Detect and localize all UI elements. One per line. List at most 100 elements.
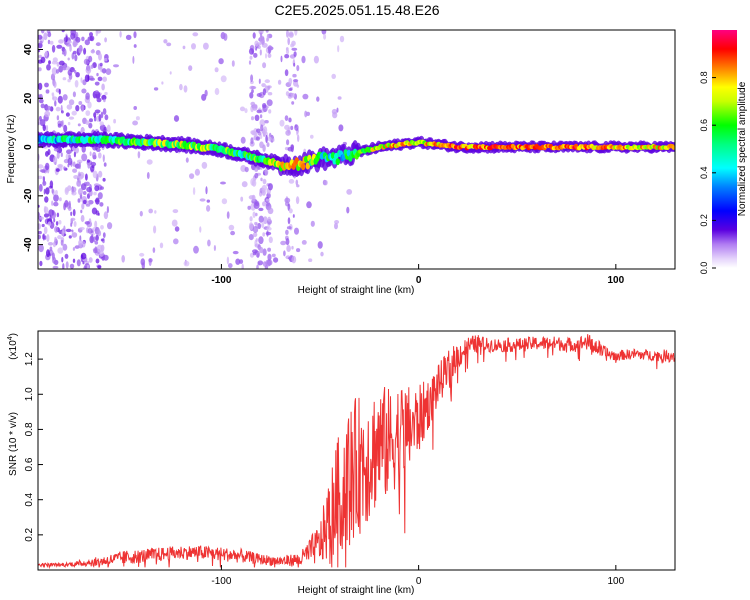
speckle xyxy=(261,222,265,228)
speckle xyxy=(103,211,109,220)
speckle xyxy=(265,198,270,202)
spectrogram-frame xyxy=(37,29,676,270)
speckle xyxy=(135,116,140,121)
speckle xyxy=(139,252,145,257)
speckle xyxy=(251,179,257,187)
speckle xyxy=(253,52,258,58)
y-tick-label: 0 xyxy=(23,144,34,150)
speckle xyxy=(43,213,50,218)
speckle xyxy=(254,114,260,122)
speckle xyxy=(249,216,253,222)
speckle xyxy=(302,93,309,100)
speckle xyxy=(66,149,72,154)
speckle xyxy=(287,217,291,225)
snr-series xyxy=(38,334,675,570)
speckle xyxy=(259,32,263,38)
speckle xyxy=(90,165,95,172)
speckle xyxy=(288,88,293,91)
speckle xyxy=(71,110,77,116)
colorbar-tick-label: 0.6 xyxy=(699,119,709,132)
speckle xyxy=(56,146,63,154)
speckle xyxy=(137,151,141,159)
speckle xyxy=(80,209,83,214)
speckle xyxy=(296,131,299,136)
speckle xyxy=(214,87,220,96)
speckle xyxy=(221,198,228,205)
speckle xyxy=(192,32,199,37)
speckle xyxy=(87,228,93,234)
speckle xyxy=(98,170,103,178)
speckle xyxy=(173,238,179,245)
speckle xyxy=(258,207,264,212)
speckle xyxy=(287,37,291,46)
speckle xyxy=(291,245,294,250)
speckle xyxy=(284,69,289,77)
speckle xyxy=(260,124,264,132)
speckle xyxy=(296,184,300,188)
speckle xyxy=(103,126,107,131)
speckle xyxy=(199,226,202,233)
speckle xyxy=(65,261,69,269)
speckle xyxy=(266,142,270,148)
speckle xyxy=(346,206,350,214)
speckle xyxy=(58,88,61,95)
speckle xyxy=(64,187,69,195)
speckle xyxy=(72,91,76,98)
speckle xyxy=(286,245,291,252)
speckle xyxy=(153,87,159,91)
speckle xyxy=(223,33,228,41)
speckle xyxy=(38,54,42,59)
speckle xyxy=(185,157,189,163)
speckle xyxy=(54,189,58,196)
x-tick-label: 0 xyxy=(416,275,422,286)
speckle xyxy=(38,184,43,192)
speckle xyxy=(263,126,268,134)
speckle xyxy=(84,221,91,225)
speckle xyxy=(214,67,219,73)
speckle xyxy=(292,214,295,218)
speckle xyxy=(256,42,263,46)
speckle xyxy=(255,128,261,133)
speckle xyxy=(248,48,255,55)
speckle xyxy=(81,203,85,210)
speckle xyxy=(213,245,216,251)
speckle xyxy=(55,69,60,74)
speckle xyxy=(102,232,106,239)
speckle xyxy=(267,253,272,261)
speckle xyxy=(313,55,319,64)
speckle xyxy=(290,92,296,98)
speckle xyxy=(251,116,254,121)
speckle xyxy=(206,199,210,203)
speckle xyxy=(293,79,299,83)
speckle xyxy=(40,103,45,109)
speckle xyxy=(284,115,289,121)
speckle xyxy=(42,233,46,241)
speckle xyxy=(220,181,226,185)
speckle xyxy=(66,40,73,44)
speckle xyxy=(255,238,258,242)
speckle xyxy=(38,175,43,180)
speckle xyxy=(285,238,290,246)
speckle xyxy=(271,253,276,258)
speckle xyxy=(43,188,46,195)
speckle xyxy=(80,214,85,223)
speckle xyxy=(85,203,91,207)
speckle xyxy=(45,162,50,171)
speckle xyxy=(288,117,292,123)
colorbar-label: Normalized spectral amplitude xyxy=(737,81,748,216)
speckle xyxy=(39,119,46,127)
speckle xyxy=(249,92,254,99)
y-tick-label: 1.2 xyxy=(24,352,35,366)
speckle xyxy=(72,161,76,167)
speckle xyxy=(250,137,254,145)
speckle xyxy=(57,235,62,240)
speckle xyxy=(121,254,125,263)
x-tick-label: -100 xyxy=(211,576,231,587)
speckle xyxy=(265,53,267,59)
speckle xyxy=(104,91,108,96)
speckle xyxy=(52,241,57,248)
speckle xyxy=(133,106,137,110)
speckle xyxy=(267,85,270,91)
speckle xyxy=(102,108,107,115)
speckle xyxy=(61,30,65,33)
